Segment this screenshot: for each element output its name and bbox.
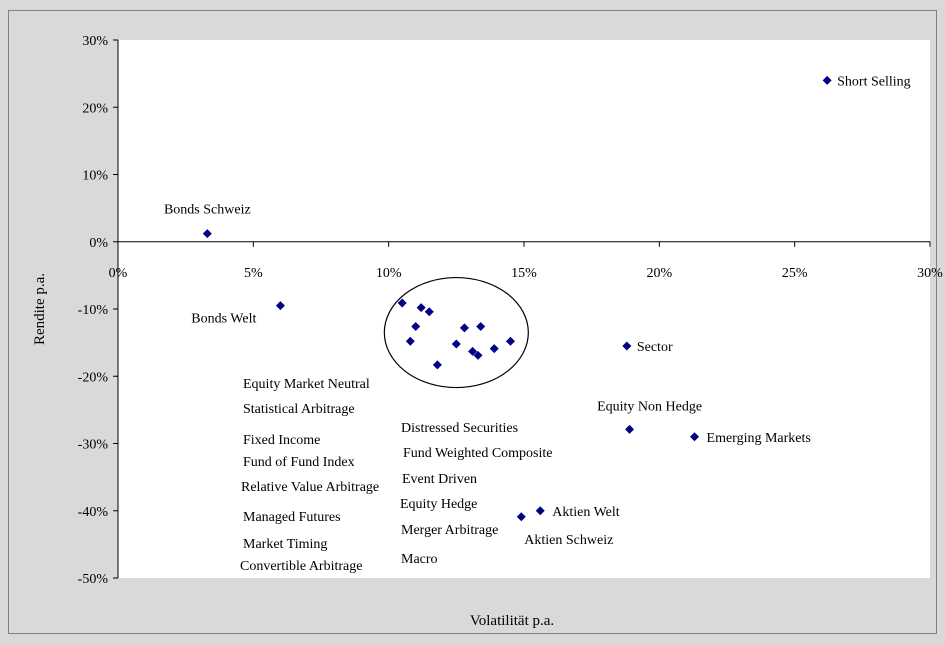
- x-axis-title: Volatilität p.a.: [470, 613, 554, 629]
- cluster-label: Macro: [401, 552, 438, 567]
- point-label: Short Selling: [837, 74, 911, 89]
- cluster-label: Equity Market Neutral: [243, 377, 370, 392]
- y-tick-label: 30%: [82, 34, 108, 49]
- x-tick-label: 0%: [109, 266, 128, 281]
- cluster-label: Distressed Securities: [401, 421, 518, 436]
- cluster-label: Fixed Income: [243, 433, 320, 448]
- y-tick-label: -20%: [78, 370, 109, 385]
- point-label: Emerging Markets: [707, 431, 811, 446]
- x-tick-label: 30%: [917, 266, 943, 281]
- y-tick-label: 0%: [89, 236, 108, 251]
- point-label: Bonds Welt: [191, 312, 256, 327]
- y-tick-label: -30%: [78, 438, 109, 453]
- point-label: Bonds Schweiz: [164, 203, 251, 218]
- cluster-label: Equity Hedge: [400, 497, 477, 512]
- cluster-label: Fund Weighted Composite: [403, 446, 553, 461]
- y-tick-label: 10%: [82, 169, 108, 184]
- point-label: Sector: [637, 340, 673, 355]
- point-label: Equity Non Hedge: [597, 399, 702, 414]
- x-tick-label: 20%: [646, 266, 672, 281]
- y-axis-title: Rendite p.a.: [32, 273, 48, 345]
- x-tick-label: 15%: [511, 266, 537, 281]
- x-tick-label: 10%: [376, 266, 402, 281]
- plot-area: [118, 40, 930, 578]
- cluster-label: Market Timing: [243, 537, 327, 552]
- point-label: Aktien Welt: [552, 505, 620, 520]
- cluster-label: Event Driven: [402, 472, 477, 487]
- x-tick-label: 5%: [244, 266, 263, 281]
- cluster-label: Fund of Fund Index: [243, 455, 355, 470]
- cluster-label: Managed Futures: [243, 510, 341, 525]
- y-tick-label: -40%: [78, 505, 109, 520]
- cluster-label: Statistical Arbitrage: [243, 402, 355, 417]
- cluster-label: Merger Arbitrage: [401, 523, 498, 538]
- x-tick-label: 25%: [782, 266, 808, 281]
- y-tick-label: -10%: [78, 303, 109, 318]
- y-tick-label: -50%: [78, 572, 109, 587]
- point-label: Aktien Schweiz: [524, 533, 613, 548]
- y-tick-label: 20%: [82, 101, 108, 116]
- cluster-label: Convertible Arbitrage: [240, 559, 362, 574]
- cluster-label: Relative Value Arbitrage: [241, 480, 379, 495]
